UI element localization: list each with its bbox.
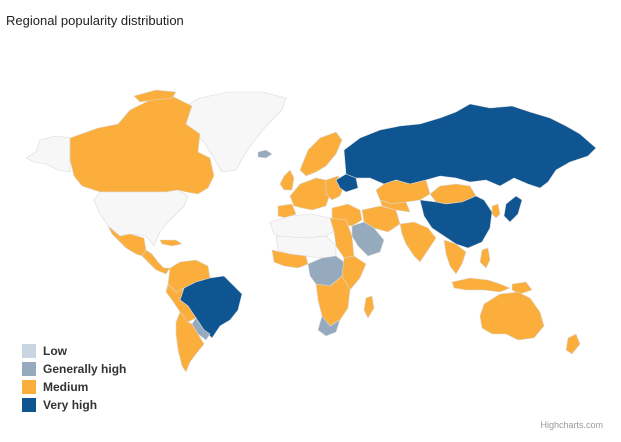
region-caribbean[interactable] [159, 239, 183, 247]
credits-link[interactable]: Highcharts.com [540, 420, 603, 430]
region-china[interactable] [419, 195, 493, 249]
region-png[interactable] [511, 281, 533, 295]
region-central-america[interactable] [141, 249, 171, 275]
region-japan[interactable] [503, 195, 523, 223]
legend-label-medium: Medium [43, 380, 89, 394]
legend-label-very-high: Very high [43, 398, 98, 412]
legend-item-low[interactable]: Low [22, 344, 126, 358]
legend-item-medium[interactable]: Medium [22, 380, 126, 394]
legend-swatch-medium [22, 380, 36, 394]
region-alaska[interactable] [25, 135, 71, 173]
region-canada[interactable] [69, 95, 215, 195]
region-west-africa[interactable] [271, 249, 309, 269]
region-central-asia[interactable] [379, 199, 411, 213]
legend-label-generally-high: Generally high [43, 362, 127, 376]
region-scandinavia[interactable] [299, 131, 343, 177]
region-iceland[interactable] [257, 149, 273, 159]
legend-swatch-low [22, 344, 36, 358]
region-uk-ireland[interactable] [279, 169, 295, 191]
region-australia[interactable] [479, 291, 545, 341]
region-new-zealand[interactable] [565, 333, 581, 355]
legend-item-generally-high[interactable]: Generally high [22, 362, 126, 376]
region-argentina-chile[interactable] [175, 311, 205, 373]
region-southeast-asia[interactable] [443, 239, 467, 275]
chart-title: Regional popularity distribution [6, 13, 184, 28]
region-madagascar[interactable] [363, 295, 375, 319]
region-greenland[interactable] [177, 91, 287, 173]
region-philippines[interactable] [479, 247, 491, 269]
region-arabia[interactable] [351, 221, 385, 257]
legend: Low Generally high Medium Very high [22, 344, 126, 412]
region-south-africa[interactable] [317, 315, 341, 337]
legend-swatch-generally-high [22, 362, 36, 376]
legend-label-low: Low [43, 344, 67, 358]
region-india[interactable] [399, 221, 437, 263]
region-north-africa[interactable] [269, 213, 337, 239]
region-western-europe[interactable] [289, 177, 331, 211]
region-southern-africa[interactable] [315, 275, 351, 327]
region-russia[interactable] [343, 103, 597, 189]
region-canada-islands[interactable] [133, 89, 177, 103]
region-korea[interactable] [491, 203, 501, 219]
region-usa[interactable] [93, 189, 189, 247]
region-indonesia[interactable] [451, 277, 511, 293]
legend-item-very-high[interactable]: Very high [22, 398, 126, 412]
legend-swatch-very-high [22, 398, 36, 412]
